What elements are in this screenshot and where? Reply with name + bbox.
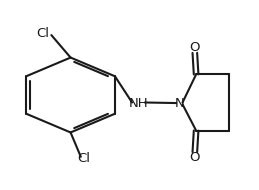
Text: Cl: Cl — [77, 152, 90, 165]
Text: O: O — [190, 41, 200, 54]
Text: Cl: Cl — [37, 27, 50, 40]
Text: N: N — [175, 97, 184, 110]
Text: NH: NH — [129, 97, 148, 110]
Text: O: O — [190, 151, 200, 164]
